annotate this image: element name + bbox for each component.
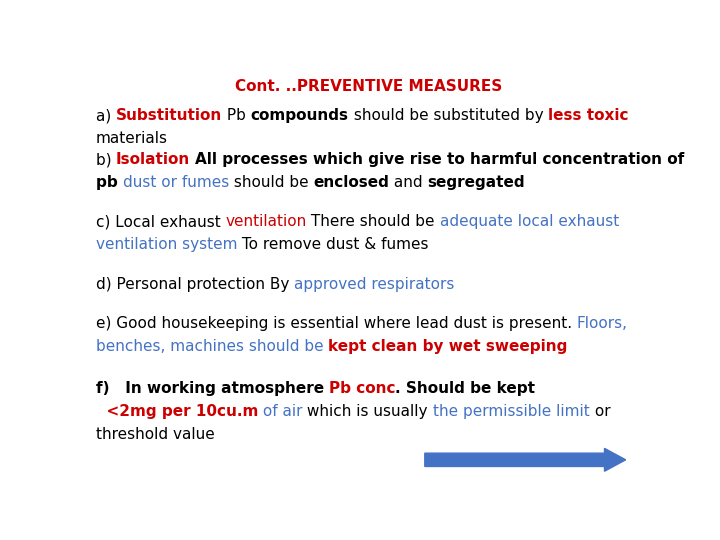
Text: Pb: Pb (222, 109, 251, 124)
Text: approved respirators: approved respirators (294, 277, 454, 292)
Text: <2mg per 10cu.m: <2mg per 10cu.m (96, 404, 258, 418)
Text: threshold value: threshold value (96, 427, 215, 442)
Text: pb: pb (96, 175, 122, 190)
Text: a): a) (96, 109, 116, 124)
Text: b): b) (96, 152, 116, 167)
Text: There should be: There should be (307, 214, 440, 230)
Text: compounds: compounds (251, 109, 348, 124)
Text: and: and (390, 175, 428, 190)
Text: All processes which give rise to harmful concentration of: All processes which give rise to harmful… (195, 152, 685, 167)
FancyArrow shape (425, 448, 626, 471)
Text: Cont. ..PREVENTIVE MEASURES: Cont. ..PREVENTIVE MEASURES (235, 79, 503, 94)
Text: Pb conc: Pb conc (329, 381, 395, 396)
Text: ventilation system: ventilation system (96, 238, 237, 252)
Text: dust or fumes: dust or fumes (122, 175, 229, 190)
Text: segregated: segregated (428, 175, 526, 190)
Text: should be: should be (229, 175, 313, 190)
Text: kept clean by wet sweeping: kept clean by wet sweeping (328, 339, 567, 354)
Text: To remove dust & fumes: To remove dust & fumes (237, 238, 428, 252)
Text: f)   In working atmosphere: f) In working atmosphere (96, 381, 329, 396)
Text: c) Local exhaust: c) Local exhaust (96, 214, 225, 230)
Text: of air: of air (258, 404, 302, 418)
Text: enclosed: enclosed (313, 175, 390, 190)
Text: adequate local exhaust: adequate local exhaust (440, 214, 619, 230)
Text: Isolation: Isolation (116, 152, 190, 167)
Text: less toxic: less toxic (548, 109, 629, 124)
Text: e) Good housekeeping is essential where lead dust is present.: e) Good housekeeping is essential where … (96, 316, 577, 332)
Text: should be substituted by: should be substituted by (348, 109, 548, 124)
Text: . Should be kept: . Should be kept (395, 381, 536, 396)
Text: which is usually: which is usually (302, 404, 433, 418)
Text: ventilation: ventilation (225, 214, 307, 230)
Text: materials: materials (96, 131, 168, 146)
Text: Substitution: Substitution (116, 109, 222, 124)
Text: Floors,: Floors, (577, 316, 628, 332)
Text: the permissible limit: the permissible limit (433, 404, 590, 418)
Text: benches, machines should be: benches, machines should be (96, 339, 328, 354)
Text: or: or (590, 404, 611, 418)
Text: d) Personal protection By: d) Personal protection By (96, 277, 294, 292)
